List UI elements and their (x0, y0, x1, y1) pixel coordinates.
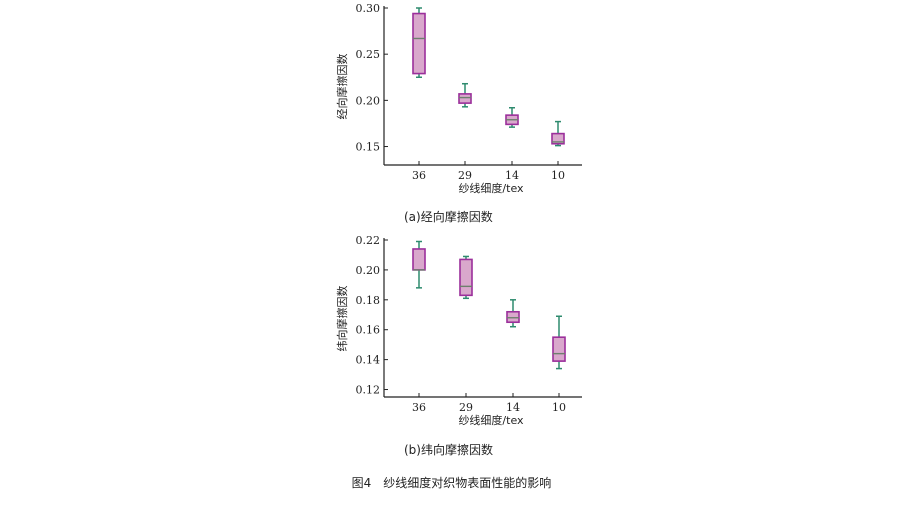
chart-panel-b: 0.22 0.20 0.18 0.16 0.14 0.12 36 29 14 10 纱线细度/tex… (335, 234, 582, 427)
box-plot-36 (412, 7, 426, 79)
box-iqr (506, 310, 520, 324)
figure-caption: 图4 纱线细度对织物表面性能的影响 (351, 476, 552, 490)
box-iqr (552, 336, 566, 362)
x-tick-label: 14 (505, 169, 519, 182)
box-plot-10 (551, 120, 565, 147)
x-tick-label: 10 (552, 401, 566, 414)
y-tick-label: 0.20 (356, 94, 381, 107)
box-iqr (412, 12, 426, 75)
box-plot-14 (506, 299, 520, 328)
y-tick-label: 0.30 (356, 2, 381, 15)
box-plot-29 (458, 82, 472, 108)
x-tick-label: 14 (506, 401, 520, 414)
chart-panel-a: 0.30 0.25 0.20 0.15 36 29 14 10 纱线细度/tex 经向摩擦因数 (335, 2, 582, 195)
y-tick-label: 0.14 (356, 354, 381, 367)
y-tick-label: 0.25 (356, 48, 381, 61)
box-plot-14 (505, 106, 519, 128)
box-plot-10 (552, 315, 566, 370)
y-axis-title: 纬向摩擦因数 (335, 286, 349, 352)
y-tick-label: 0.16 (356, 324, 381, 337)
y-tick-label: 0.12 (356, 384, 381, 397)
box-plot-36 (412, 240, 426, 289)
x-axis-title: 纱线细度/tex (458, 181, 524, 195)
panel-a-caption: (a)经向摩擦因数 (404, 210, 493, 224)
y-axis-title: 经向摩擦因数 (335, 54, 349, 120)
box-iqr (459, 258, 473, 297)
y-tick-label: 0.18 (356, 294, 381, 307)
panel-b-caption: (b)纬向摩擦因数 (404, 443, 493, 457)
box-plot-29 (459, 255, 473, 300)
x-tick-label: 29 (459, 401, 473, 414)
y-tick-label: 0.15 (356, 141, 381, 154)
x-axis-title: 纱线细度/tex (458, 413, 524, 427)
y-tick-label: 0.22 (356, 234, 381, 247)
x-tick-label: 10 (551, 169, 565, 182)
y-tick-label: 0.20 (356, 264, 381, 277)
x-tick-label: 36 (412, 401, 426, 414)
x-tick-label: 36 (412, 169, 426, 182)
box-iqr (412, 248, 426, 271)
box-iqr (551, 132, 565, 145)
x-tick-label: 29 (458, 169, 472, 182)
box-iqr (458, 93, 472, 104)
